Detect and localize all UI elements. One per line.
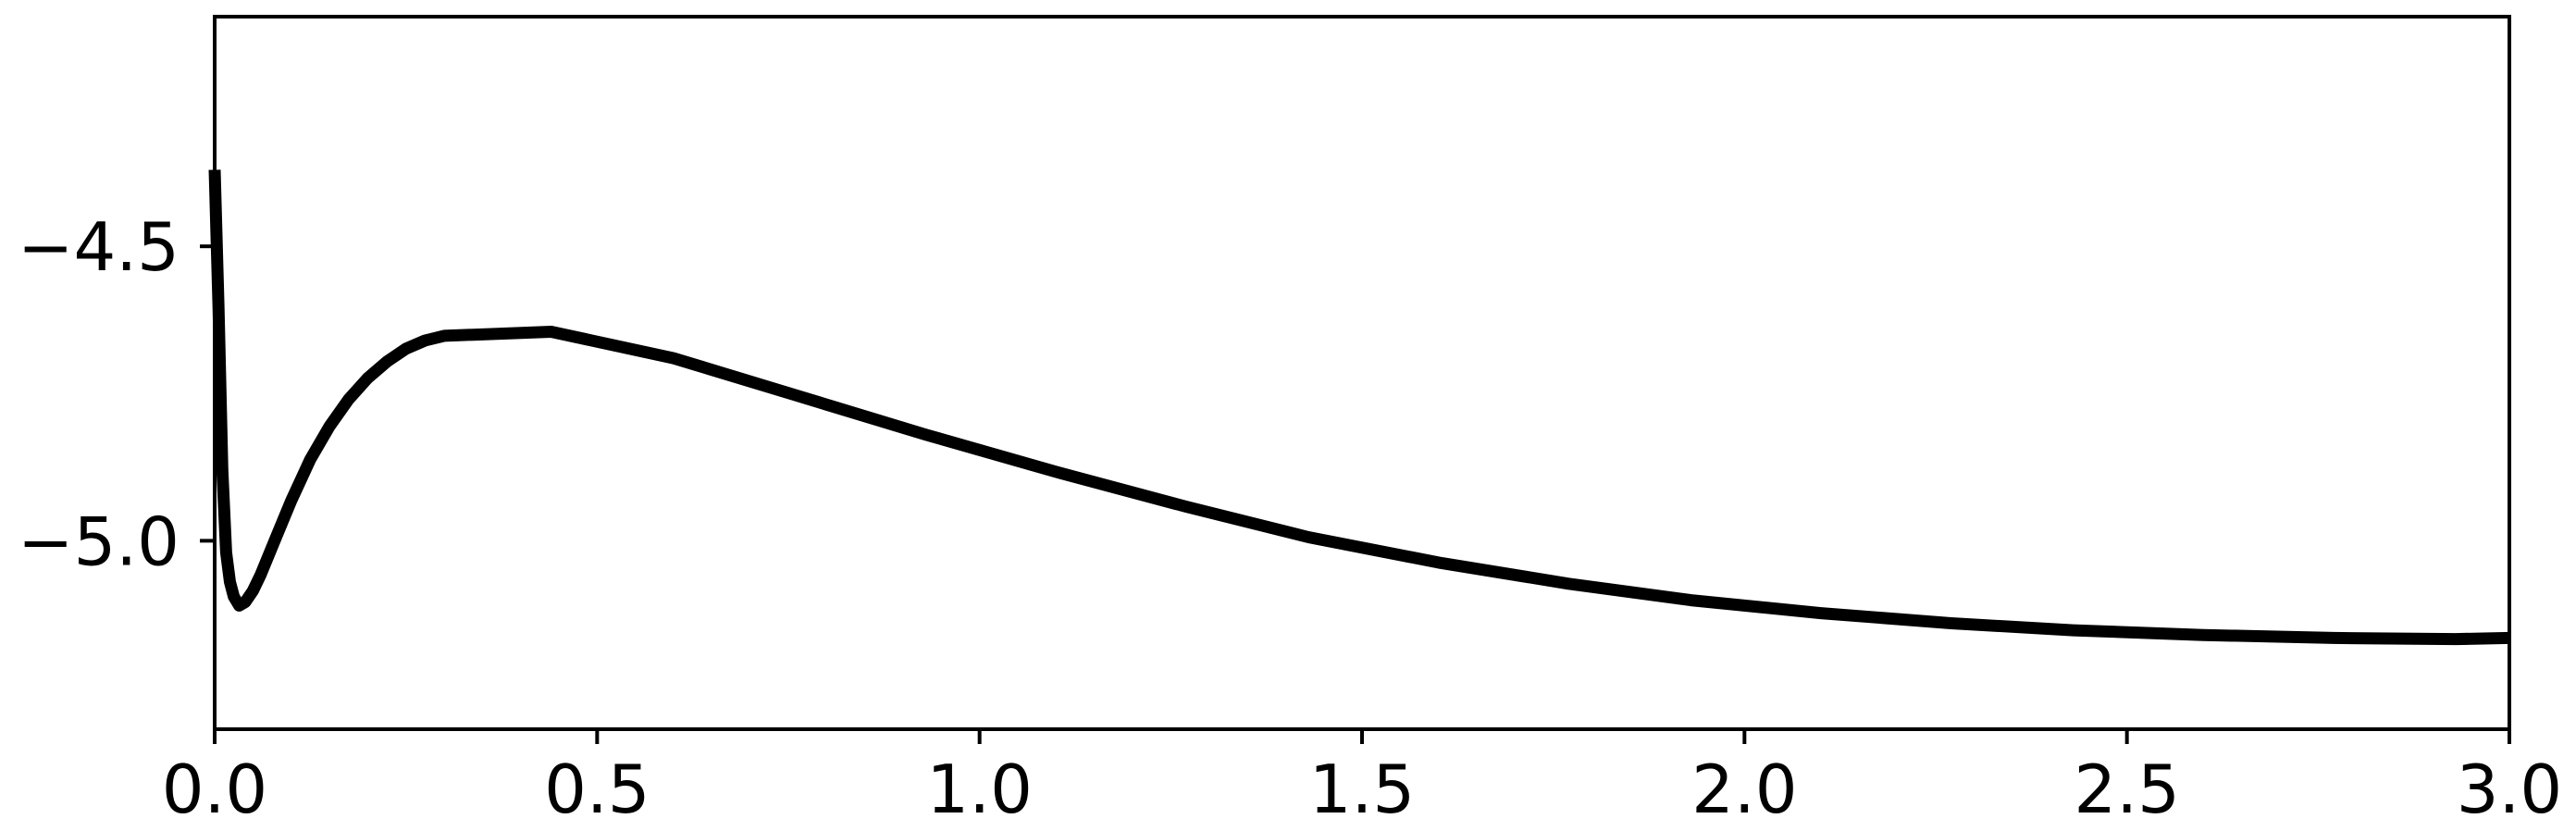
y-tick-label: −4.5 [18, 208, 180, 286]
plot-area [208, 169, 2510, 646]
x-tick-label: 1.5 [1309, 750, 1416, 828]
x-tick-label: 2.0 [1691, 750, 1798, 828]
x-tick-label: 2.5 [2074, 750, 2180, 828]
x-tick-label: 0.0 [162, 750, 268, 828]
x-tick-label: 3.0 [2457, 750, 2563, 828]
x-tick-label: 1.0 [926, 750, 1033, 828]
series-line [208, 169, 2510, 646]
x-axis: 0.0 0.5 1.0 1.5 2.0 2.5 3.0 [162, 729, 2563, 828]
x-tick-label: 0.5 [544, 750, 650, 828]
y-tick-label: −5.0 [18, 502, 180, 580]
y-axis: −4.5 −5.0 [18, 208, 215, 580]
axes-frame [213, 15, 2511, 731]
